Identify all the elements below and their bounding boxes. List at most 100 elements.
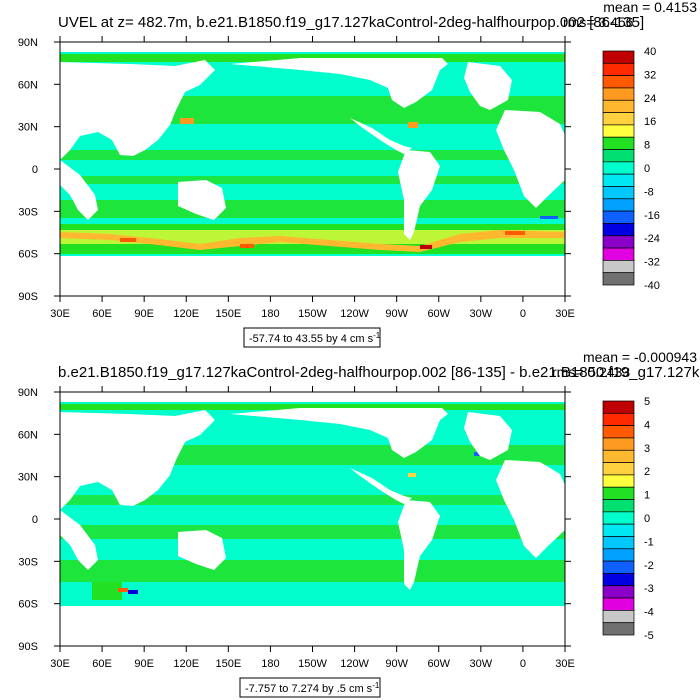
colorbar-label: 3 <box>644 443 650 455</box>
colorbar-swatch <box>602 247 635 261</box>
colorbar-swatch <box>602 235 635 249</box>
panel-bottom-rms: rms= 0.2433 <box>552 364 630 380</box>
colorbar-label: -40 <box>644 280 660 292</box>
north-america <box>230 58 448 108</box>
panel-top: UVEL at z= 482.7m, b.e21.B1850.f19_g17.1… <box>18 0 697 348</box>
colorbar-swatch <box>602 560 635 574</box>
colorbar-swatch <box>602 511 635 525</box>
panel-bottom-title: b.e21.B1850.f19_g17.127kaControl-2deg-ha… <box>58 364 700 381</box>
central-america <box>350 468 412 504</box>
y-tick-label: 60S <box>18 599 38 611</box>
colorbar-label: -3 <box>644 583 654 595</box>
equatorial-band-s <box>60 176 565 184</box>
colorbar-swatch <box>602 400 635 414</box>
greenland-europe <box>464 62 512 110</box>
colorbar-label: 5 <box>644 396 650 408</box>
x-tick-label: 90E <box>134 308 154 320</box>
panel-top-range-label: -57.74 to 43.55 by 4 cm s-1 <box>249 331 381 345</box>
colorbar-swatch <box>602 161 635 175</box>
south-america <box>398 500 440 590</box>
colorbar-swatch <box>602 597 635 611</box>
x-tick-label: 90W <box>385 658 408 670</box>
colorbar-swatch <box>602 449 635 463</box>
acc-hotspot-indian <box>120 238 136 242</box>
colorbar-label: 0 <box>644 163 650 175</box>
x-tick-label: 60E <box>92 658 112 670</box>
y-tick-label: 60N <box>18 429 38 441</box>
colorbar-swatch <box>602 622 635 636</box>
panel-top-title: UVEL at z= 482.7m, b.e21.B1850.f19_g17.1… <box>58 14 644 31</box>
colorbar-swatch <box>602 548 635 562</box>
y-tick-label: 60N <box>18 79 38 91</box>
y-tick-label: 0 <box>32 514 38 526</box>
y-tick-label: 90S <box>18 641 38 653</box>
agulhas-negative <box>540 216 558 219</box>
colorbar-swatch <box>602 124 635 138</box>
colorbar-label: -32 <box>644 257 660 269</box>
colorbar-label: -2 <box>644 560 654 572</box>
colorbar-label: 16 <box>644 116 656 128</box>
x-tick-label: 150W <box>298 658 327 670</box>
panel-top-rms: rms= 3.456 <box>563 14 634 30</box>
kuroshio <box>180 118 194 124</box>
colorbar-label: 1 <box>644 490 650 502</box>
gulf-stream <box>408 122 418 128</box>
colorbar-swatch <box>602 462 635 476</box>
x-tick-label: 30W <box>470 308 493 320</box>
colorbar-swatch <box>602 112 635 126</box>
colorbar-label: 2 <box>644 466 650 478</box>
y-tick-label: 90N <box>18 37 38 49</box>
colorbar-label: 4 <box>644 419 650 431</box>
y-tick-label: 60S <box>18 249 38 261</box>
colorbar-label: 32 <box>644 69 656 81</box>
colorbar-swatch <box>602 272 635 286</box>
y-tick-label: 90N <box>18 387 38 399</box>
panel-top-map <box>60 42 565 296</box>
greenland-europe <box>464 412 512 460</box>
colorbar-swatch <box>602 536 635 550</box>
panel-bottom-range-label: -7.757 to 7.274 by .5 cm s-1 <box>245 681 380 695</box>
colorbar-swatch <box>602 573 635 587</box>
x-tick-label: 120W <box>340 658 369 670</box>
colorbar-label: 40 <box>644 46 656 58</box>
x-tick-label: 120E <box>173 658 199 670</box>
x-tick-label: 90W <box>385 308 408 320</box>
southern-ocean-anomaly <box>92 582 122 600</box>
colorbar-label: -8 <box>644 186 654 198</box>
southern-ocean-band <box>60 560 565 582</box>
colorbar-swatch <box>602 223 635 237</box>
colorbar-swatch <box>602 62 635 76</box>
eurasia-africa <box>60 410 215 510</box>
x-tick-label: 150E <box>215 308 241 320</box>
colorbar-swatch <box>602 260 635 274</box>
x-tick-label: 150E <box>215 658 241 670</box>
colorbar-label: -1 <box>644 536 654 548</box>
colorbar-swatch <box>602 99 635 113</box>
panel-bottom-mean: mean = -0.000943 <box>583 349 697 365</box>
south-subtropical-band <box>60 200 565 218</box>
x-tick-label: 180 <box>261 308 279 320</box>
panel-bottom: b.e21.B1850.f19_g17.127kaControl-2deg-ha… <box>18 349 700 698</box>
x-tick-label: 150W <box>298 308 327 320</box>
x-tick-label: 30E <box>555 658 575 670</box>
colorbar-label: -4 <box>644 607 654 619</box>
africa-west <box>496 460 565 558</box>
south-america <box>398 150 440 240</box>
y-tick-label: 0 <box>32 164 38 176</box>
x-tick-label: 120E <box>173 308 199 320</box>
arctic-land <box>60 392 565 402</box>
anomaly-positive <box>118 588 128 592</box>
north-america <box>230 408 448 458</box>
arctic-land <box>60 42 565 52</box>
x-tick-label: 180 <box>261 658 279 670</box>
colorbar-swatch <box>602 585 635 599</box>
colorbar-swatch <box>602 75 635 89</box>
panel-top-range-box <box>243 327 381 348</box>
colorbar-swatch <box>602 486 635 500</box>
south-subtropical-band <box>60 525 565 539</box>
africa-south <box>60 160 98 220</box>
north-mid-lat-band <box>60 445 565 465</box>
x-tick-label: 30E <box>50 658 70 670</box>
colorbar-swatch <box>602 425 635 439</box>
